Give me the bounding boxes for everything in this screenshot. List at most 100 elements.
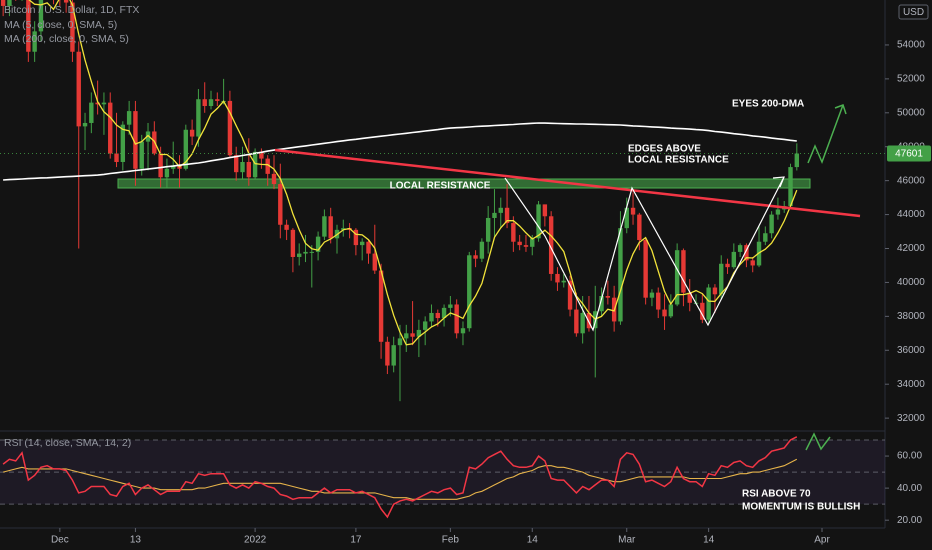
pattern-arrow <box>772 176 785 188</box>
candle-body <box>580 312 585 334</box>
candle-body <box>731 251 737 268</box>
candle-body <box>744 245 749 261</box>
candle-body <box>252 151 258 178</box>
y-tick-label: 36000 <box>897 345 925 356</box>
candle-body <box>555 273 560 283</box>
candle-body <box>133 111 138 169</box>
candle-body <box>479 241 485 259</box>
legend-entry: MA (5, close, 0, SMA, 5) <box>4 19 117 31</box>
rsi-line <box>2 436 798 519</box>
candle-body <box>353 229 359 246</box>
pattern-line <box>504 176 785 332</box>
candle-body <box>265 158 270 174</box>
candle-body <box>511 223 516 242</box>
annotation: RSI ABOVE 70 <box>742 489 811 500</box>
candle-body <box>208 99 214 107</box>
candle-body <box>536 204 541 239</box>
candle-body <box>630 207 636 215</box>
currency-box[interactable] <box>898 4 929 20</box>
candle-body <box>63 0 69 3</box>
rsi-line <box>2 458 798 500</box>
candle-body <box>145 131 151 142</box>
candle-body <box>164 168 170 178</box>
candle-body <box>662 309 667 317</box>
candle-body <box>227 100 233 156</box>
candle-body <box>126 111 132 125</box>
candle-body <box>706 287 711 320</box>
y-tick-label: 60.00 <box>897 451 922 462</box>
candle-body <box>775 209 781 215</box>
y-tick-label: 44000 <box>897 209 925 220</box>
candle-body <box>196 99 201 137</box>
candle-body <box>246 161 252 178</box>
annotation: MOMENTUM IS BULLISH <box>742 502 860 513</box>
projection-arrow <box>807 104 844 165</box>
candle-body <box>284 224 289 230</box>
y-tick-label: 46000 <box>897 175 925 186</box>
candle-body <box>656 292 661 310</box>
candle-body <box>794 153 800 168</box>
x-tick-label: Apr <box>814 535 830 546</box>
candle-body <box>448 304 453 308</box>
candle-body <box>637 214 642 241</box>
candle-body <box>567 280 573 310</box>
candle-body <box>485 217 491 242</box>
candle-body <box>234 155 239 173</box>
candle-body <box>240 161 245 173</box>
candle-body <box>498 207 503 213</box>
candle-body <box>290 229 296 257</box>
candle-body <box>517 241 522 246</box>
x-tick-label: 17 <box>350 535 362 546</box>
candle-body <box>328 216 333 239</box>
annotation: LOCAL RESISTANCE <box>390 181 491 192</box>
candle-body <box>259 151 264 159</box>
candle-body <box>668 304 674 317</box>
candle-body <box>101 102 107 105</box>
candle-body <box>372 253 377 271</box>
candle-body <box>309 251 314 253</box>
x-tick-label: 14 <box>527 535 539 546</box>
candle-body <box>542 204 548 217</box>
drawings: LOCAL RESISTANCE EDGES ABOVE LOCAL RESIS… <box>274 99 861 332</box>
candle-body <box>460 328 466 334</box>
candle-body <box>422 321 428 330</box>
x-tick-label: Feb <box>442 535 460 546</box>
y-tick-label: 32000 <box>897 413 925 424</box>
candle-body <box>120 124 126 162</box>
candle-body <box>32 31 37 52</box>
candle-body <box>139 141 144 169</box>
currency-label: USD <box>903 7 924 18</box>
candle-body <box>271 173 277 185</box>
last-price-label: 47601 <box>895 149 923 160</box>
candle-body <box>473 255 478 259</box>
projection-arrow <box>805 432 831 451</box>
y-tick-label: 52000 <box>897 74 925 85</box>
projection-arrow-head <box>834 104 847 115</box>
y-tick-label: 54000 <box>897 40 925 51</box>
candle-body <box>38 0 44 32</box>
x-tick-label: 14 <box>703 535 715 546</box>
candle-body <box>410 333 415 337</box>
candle-body <box>108 102 113 154</box>
candle-body <box>341 228 346 230</box>
candle-body <box>171 165 176 169</box>
candle-body <box>523 245 529 247</box>
candle-body <box>378 270 384 342</box>
candle-body <box>26 0 31 52</box>
candle-body <box>548 216 554 274</box>
candle-body <box>769 214 774 234</box>
candle-body <box>359 241 365 246</box>
x-tick-label: Mar <box>618 535 636 546</box>
candle-body <box>504 207 510 224</box>
candle-body <box>70 2 75 52</box>
candle-body <box>788 167 793 207</box>
x-tick-label: 2022 <box>244 535 267 546</box>
y-tick-label: 20.00 <box>897 515 922 526</box>
candle-body <box>674 250 680 305</box>
rsi-pane <box>0 436 885 519</box>
candle-body <box>385 341 390 366</box>
x-tick-label: Dec <box>51 535 69 546</box>
candle-body <box>605 295 611 298</box>
candle-body <box>700 302 705 320</box>
